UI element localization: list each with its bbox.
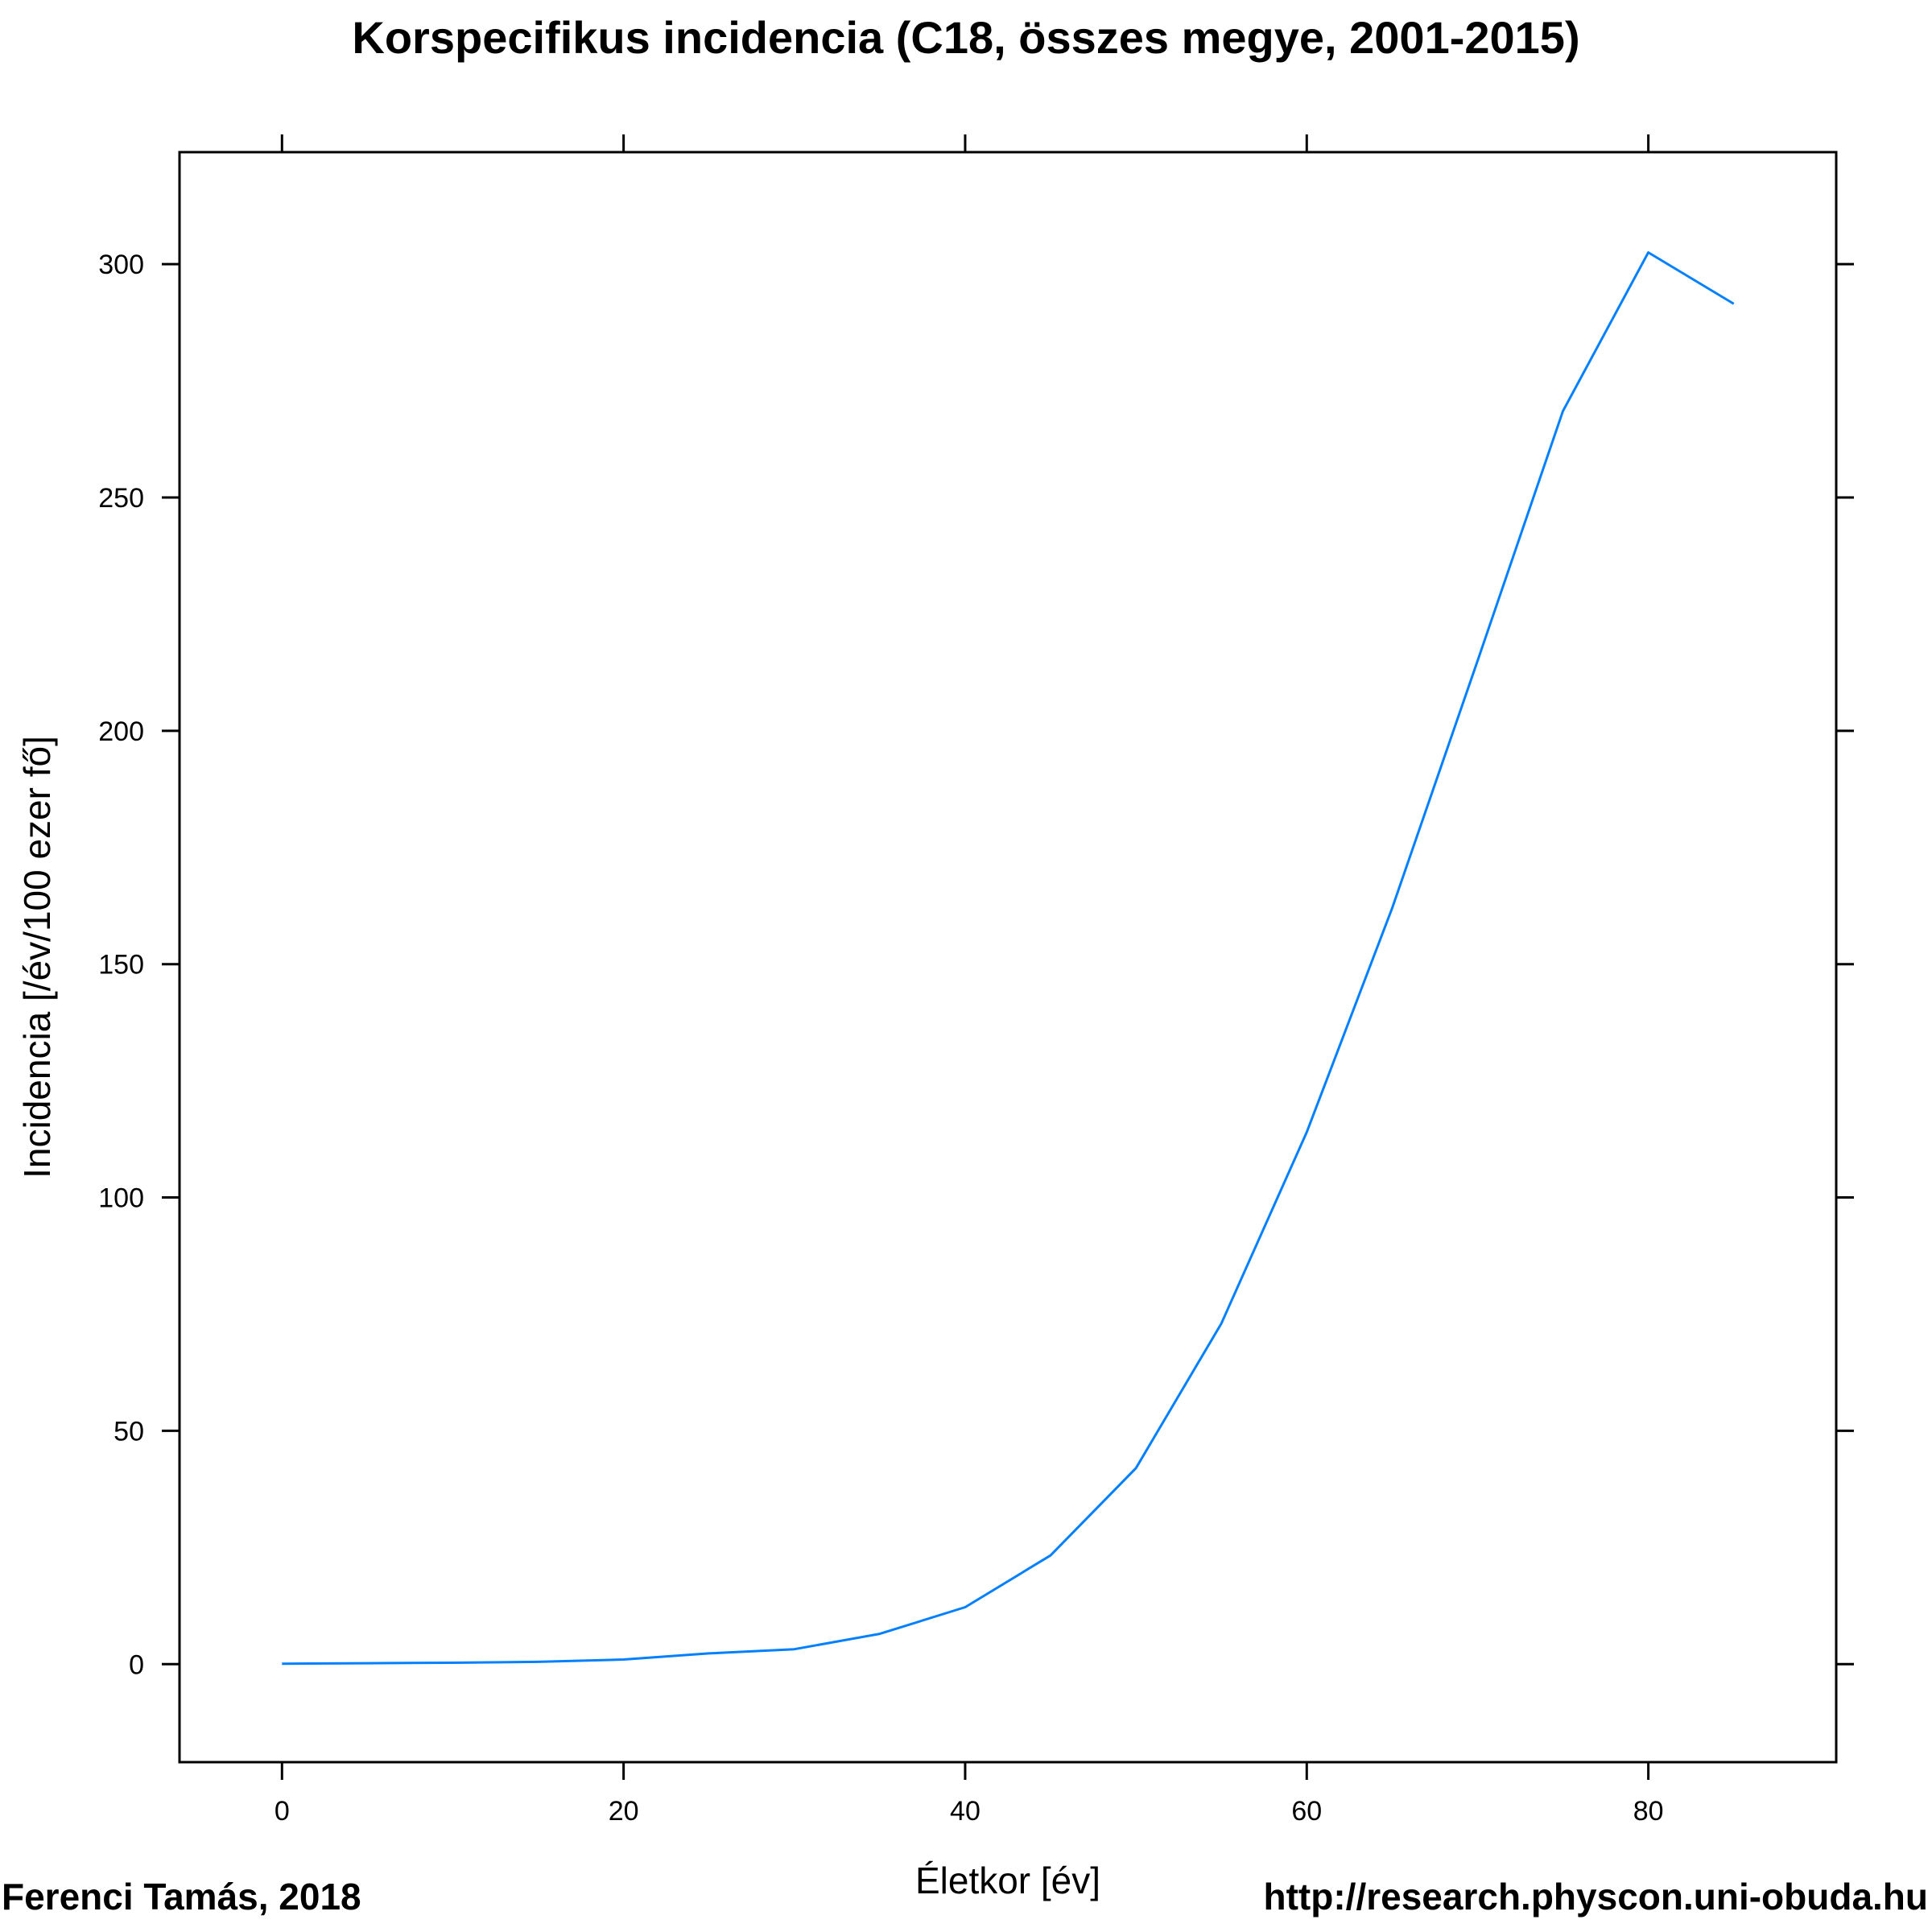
y-tick-label: 50 xyxy=(114,1416,144,1447)
y-tick-label: 250 xyxy=(98,483,144,514)
x-tick-label: 20 xyxy=(609,1796,639,1827)
x-tick-label: 60 xyxy=(1291,1796,1322,1827)
series-line xyxy=(282,251,1735,1666)
x-axis-ticks: 0 20 40 60 80 xyxy=(275,134,1664,1827)
y-tick-label: 200 xyxy=(98,716,144,747)
y-axis-label: Incidencia [/év/100 ezer fő] xyxy=(16,736,58,1179)
x-axis-label: Életkor [év] xyxy=(915,1860,1100,1901)
series-layer xyxy=(282,251,1735,1666)
plot-frame xyxy=(178,151,1838,1764)
y-tick-label: 150 xyxy=(98,950,144,980)
y-tick-label: 0 xyxy=(129,1649,144,1680)
x-tick-label: 0 xyxy=(275,1796,290,1827)
x-tick-label: 80 xyxy=(1633,1796,1664,1827)
y-tick-label: 100 xyxy=(98,1183,144,1214)
y-axis-ticks: 0 50 100 150 200 250 300 xyxy=(98,250,1854,1680)
x-tick-label: 40 xyxy=(950,1796,980,1827)
footer-url: http://research.physcon.uni-obuda.hu xyxy=(1264,1876,1928,1918)
footer-author: Ferenci Tamás, 2018 xyxy=(2,1876,361,1918)
chart-title: Korspecifikus incidencia (C18, összes me… xyxy=(352,12,1579,63)
y-tick-label: 300 xyxy=(98,250,144,280)
